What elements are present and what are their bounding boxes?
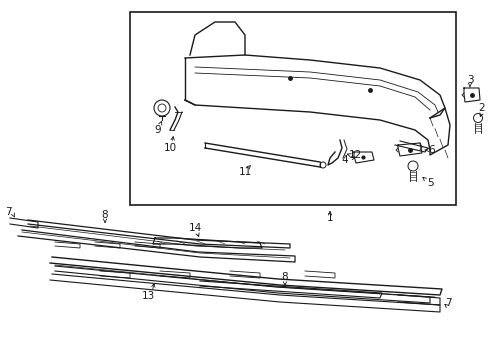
Text: 12: 12 <box>347 150 361 160</box>
Text: 9: 9 <box>154 125 161 135</box>
Text: 3: 3 <box>466 75 472 85</box>
Text: 7: 7 <box>444 298 450 308</box>
Text: 1: 1 <box>326 213 333 223</box>
Text: 6: 6 <box>428 145 434 155</box>
Text: 10: 10 <box>163 143 176 153</box>
Text: 2: 2 <box>478 103 484 113</box>
Bar <box>130 12 455 205</box>
Text: 11: 11 <box>238 167 251 177</box>
Text: 14: 14 <box>188 223 201 233</box>
Text: 7: 7 <box>5 207 11 217</box>
Text: 5: 5 <box>426 178 432 188</box>
Text: 8: 8 <box>102 210 108 220</box>
Text: 8: 8 <box>281 272 288 282</box>
Text: 13: 13 <box>141 291 154 301</box>
Text: 4: 4 <box>341 155 347 165</box>
